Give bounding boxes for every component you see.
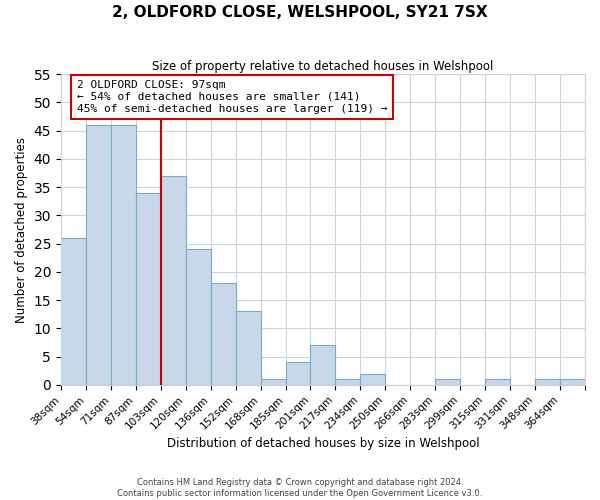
Bar [111,125,136,385]
Bar [310,346,335,385]
Bar [86,125,111,385]
X-axis label: Distribution of detached houses by size in Welshpool: Distribution of detached houses by size … [167,437,479,450]
Bar [485,379,510,385]
Y-axis label: Number of detached properties: Number of detached properties [15,136,28,322]
Bar [61,238,86,385]
Bar [260,379,286,385]
Text: 2 OLDFORD CLOSE: 97sqm
← 54% of detached houses are smaller (141)
45% of semi-de: 2 OLDFORD CLOSE: 97sqm ← 54% of detached… [77,80,387,114]
Title: Size of property relative to detached houses in Welshpool: Size of property relative to detached ho… [152,60,494,73]
Bar [560,379,585,385]
Text: 2, OLDFORD CLOSE, WELSHPOOL, SY21 7SX: 2, OLDFORD CLOSE, WELSHPOOL, SY21 7SX [112,5,488,20]
Bar [286,362,310,385]
Text: Contains HM Land Registry data © Crown copyright and database right 2024.
Contai: Contains HM Land Registry data © Crown c… [118,478,482,498]
Bar [236,312,260,385]
Bar [335,379,361,385]
Bar [161,176,185,385]
Bar [211,283,236,385]
Bar [185,250,211,385]
Bar [361,374,385,385]
Bar [535,379,560,385]
Bar [136,193,161,385]
Bar [435,379,460,385]
